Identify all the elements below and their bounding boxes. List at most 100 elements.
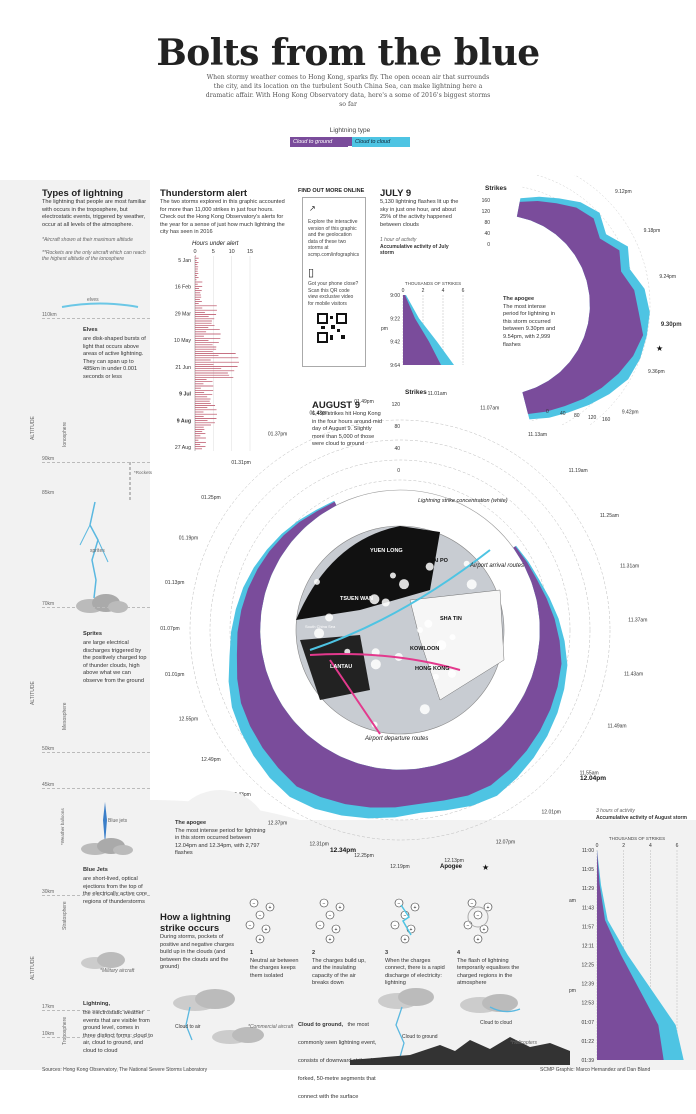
- intro-text: When stormy weather comes to Hong Kong, …: [205, 74, 491, 108]
- charge-sign: −: [398, 901, 401, 907]
- charge-icon: [261, 924, 271, 934]
- aug-time-right: 11.13am: [528, 432, 547, 438]
- charge-icon: [245, 920, 255, 930]
- flash-icon: [467, 906, 489, 928]
- concentration-label: Lightning strike concentration (white): [418, 498, 508, 504]
- charge-icon: [319, 898, 329, 908]
- aug-apogee-label: Apogee: [440, 864, 463, 870]
- qr-code-icon[interactable]: [317, 313, 347, 343]
- accum-time-label: 01:07: [581, 1020, 594, 1026]
- charge-diagrams: − + − + − + − + − + − + − + − + − + − + − + − +: [245, 898, 493, 944]
- lightning-concentration: [381, 598, 390, 607]
- charge-icon: [255, 910, 265, 920]
- km-45: 45km: [42, 782, 55, 788]
- alert-date-label: 27 Aug: [175, 445, 191, 451]
- alert-body: The two storms explored in this graphic …: [160, 199, 285, 236]
- july-bottom-tick: 160: [602, 417, 611, 423]
- charge-sign: +: [335, 927, 338, 933]
- alert-date-label: 16 Feb: [175, 285, 191, 291]
- types-note1: *Aircraft shown at their maximum altitud…: [42, 237, 133, 244]
- charge-icon: [325, 910, 335, 920]
- departure-label: Airport departure routes: [364, 736, 428, 742]
- layer-mesosphere: Mesosphere: [62, 702, 68, 730]
- layer-troposphere: Troposphere: [62, 1016, 68, 1045]
- august-body: 6,498 strikes hit Hong Kong in the four …: [312, 411, 382, 448]
- alert-tick: 15: [247, 249, 253, 255]
- alert-tick: 10: [229, 249, 235, 255]
- aug-time-right: 11.43am: [624, 672, 643, 678]
- august-apogee-hdr: The apogee: [175, 820, 207, 826]
- online-text2: Got your phone close? Scan this QR code …: [308, 281, 359, 307]
- sprites-body: are large electrical discharges triggere…: [83, 640, 147, 684]
- aug-accum-chart: THOUSANDS OF STRIKES 0 2 4 6 11:00 11:05 11:29 1…: [569, 836, 684, 1064]
- accum-time-label: 9:42: [390, 340, 400, 346]
- aug-sub2: Accumulative activity of August storm: [596, 814, 687, 821]
- step-1: 1 Neutral air between the charges keeps t…: [250, 950, 299, 979]
- charge-sign: −: [394, 923, 397, 929]
- km-30: 30km: [42, 889, 55, 895]
- accum-time-label: 9:00: [390, 293, 400, 299]
- blue-jet-icon: [103, 802, 107, 844]
- charge-sign: +: [339, 905, 342, 911]
- lightning-concentration: [314, 628, 325, 639]
- cloud-icon-1: [76, 594, 128, 613]
- aug-radial-tick: 120: [392, 402, 401, 408]
- aug-time-right: 11.31am: [620, 563, 639, 569]
- departure-route: [309, 653, 461, 671]
- charge-sign: −: [404, 913, 407, 919]
- altitude-label-3: ALTITUDE: [30, 956, 36, 980]
- map-place-label: YUEN LONG: [370, 548, 403, 554]
- arrival-label: Airport arrival routes: [469, 563, 524, 569]
- july-time-label: 9.12pm: [615, 189, 632, 195]
- aug-time-left: 01.01pm: [165, 672, 184, 678]
- accum-time-label: 12:11: [582, 943, 594, 949]
- aug-highlight-left: 12.34pm: [330, 847, 356, 854]
- copters-label: *Helicopters: [510, 1040, 537, 1046]
- accum-time-label: 11:00: [582, 848, 594, 854]
- accum-tick: 0: [402, 288, 405, 294]
- jets-label: Blue jets: [108, 818, 128, 824]
- charge-sign: −: [477, 913, 480, 919]
- lightning-concentration: [449, 634, 456, 641]
- sprites-icon: [79, 501, 109, 599]
- elves-icon: [61, 302, 139, 308]
- charge-sign: +: [269, 905, 272, 911]
- military-label: *Military aircraft: [100, 968, 135, 974]
- online-box: ↗ Explore the interactive version of thi…: [302, 197, 366, 367]
- july-pm-label: pm: [381, 326, 388, 332]
- charge-sign: +: [259, 937, 262, 943]
- km-50: 50km: [42, 746, 55, 752]
- sprites-hdr: Sprites: [83, 631, 102, 637]
- aug-time-left: 12.49pm: [201, 757, 220, 763]
- accum-tick: 6: [462, 288, 465, 294]
- ctg-body: the most commonly seen lightning event, …: [298, 1022, 377, 1100]
- aug-radial-tick: 80: [394, 424, 400, 430]
- lightning-concentration: [432, 673, 439, 680]
- lightning-concentration: [425, 562, 434, 571]
- km-10: 10km: [42, 1031, 55, 1037]
- lightning-concentration: [447, 669, 456, 678]
- july-ring: [574, 175, 651, 425]
- commercial-label: *Commercial aircraft: [248, 1024, 294, 1030]
- km-17: 17km: [42, 1004, 55, 1010]
- step-3: 3 When the charges connect, there is a ra…: [385, 950, 445, 987]
- km-70: 70km: [42, 601, 55, 607]
- charge-sign: −: [329, 913, 332, 919]
- altitude-label-1: ALTITUDE: [30, 416, 36, 440]
- aug-time-left: 12.31pm: [309, 841, 328, 847]
- page-title: Bolts from the blue: [156, 32, 540, 74]
- lightning-concentration: [313, 578, 320, 585]
- step-2: 2 The charges build up, and the insulatin…: [312, 950, 366, 987]
- july-radial-tick: 80: [484, 220, 490, 226]
- accum-units: THOUSANDS OF STRIKES: [609, 836, 665, 841]
- step-4: 4 The flash of lightning temporarily equa…: [457, 950, 520, 987]
- july-radial-chart: Strikes160120804008.12pm9.04pm9.12pm9.18…: [482, 175, 682, 425]
- legend-cloud: Cloud to cloud: [352, 137, 410, 147]
- accum-tick: 6: [676, 843, 679, 849]
- july-body: 5,130 lightning flashes lit up the sky i…: [380, 199, 459, 228]
- cloud-icon-2: [81, 838, 133, 855]
- charge-sign: −: [253, 901, 256, 907]
- july-title: JULY 9: [380, 188, 412, 199]
- july-star-icon: ★: [656, 344, 663, 353]
- types-body: The lightning that people are most famil…: [42, 199, 147, 228]
